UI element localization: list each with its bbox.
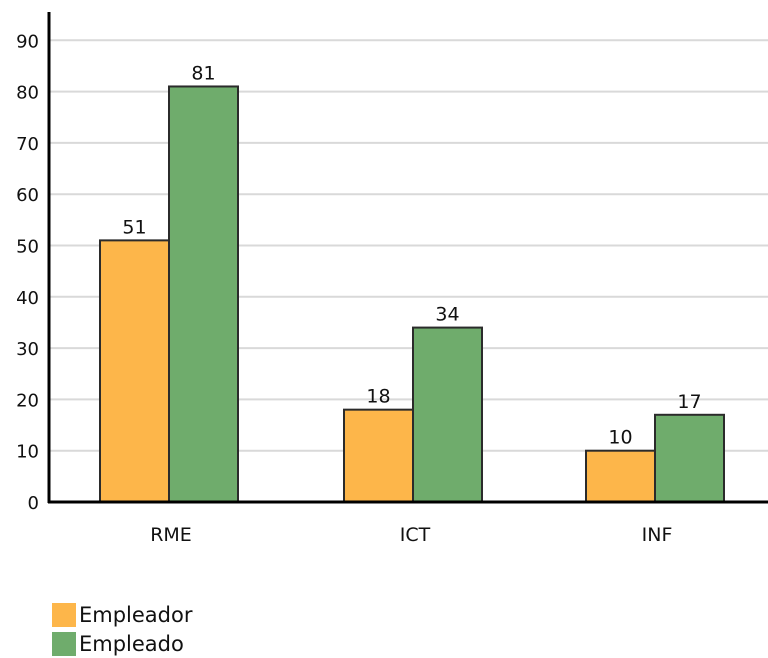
bars: [99, 85, 725, 504]
bar-empleado-inf: [654, 413, 725, 504]
bar-empleado-ict: [412, 326, 483, 503]
x-axis-categories: RME ICT INF: [150, 524, 672, 546]
bar-empleador-rme: [99, 239, 170, 503]
legend-item-empleador: Empleador: [52, 600, 193, 629]
data-label: 10: [608, 427, 632, 449]
y-tick-label: 20: [16, 390, 39, 411]
legend-item-empleado: Empleado: [52, 629, 193, 658]
data-label: 51: [122, 216, 146, 238]
data-label: 17: [677, 391, 701, 413]
data-label: 81: [191, 62, 215, 84]
y-axis-ticks: 0 10 20 30 40 50 60 70 80 90: [16, 31, 39, 514]
bar-empleado-rme: [168, 85, 239, 503]
legend-label-empleado: Empleado: [79, 631, 184, 656]
y-tick-label: 40: [16, 288, 39, 309]
y-tick-label: 70: [16, 134, 39, 155]
y-tick-label: 30: [16, 339, 39, 360]
y-tick-label: 90: [16, 31, 39, 52]
y-tick-label: 80: [16, 83, 39, 104]
legend-label-empleador: Empleador: [79, 602, 193, 627]
bar-empleador-ict: [343, 408, 414, 503]
data-label: 34: [435, 304, 459, 326]
data-label: 18: [366, 386, 390, 408]
bar-chart: 0 10 20 30 40 50 60 70 80 90 51 81 18 34 10 17 RME ICT I…: [16, 12, 768, 546]
y-tick-label: 0: [28, 493, 39, 514]
data-labels: 51 81 18 34 10 17: [122, 62, 701, 448]
y-tick-label: 50: [16, 237, 39, 258]
legend-swatch-empleado: [52, 631, 76, 656]
legend-swatch-empleador: [52, 602, 76, 627]
x-category-label: INF: [642, 524, 673, 546]
bar-empleador-inf: [585, 449, 656, 504]
y-tick-label: 60: [16, 185, 39, 206]
x-category-label: RME: [150, 524, 192, 546]
legend: Empleador Empleado: [52, 600, 193, 658]
y-tick-label: 10: [16, 442, 39, 463]
x-category-label: ICT: [400, 524, 431, 546]
